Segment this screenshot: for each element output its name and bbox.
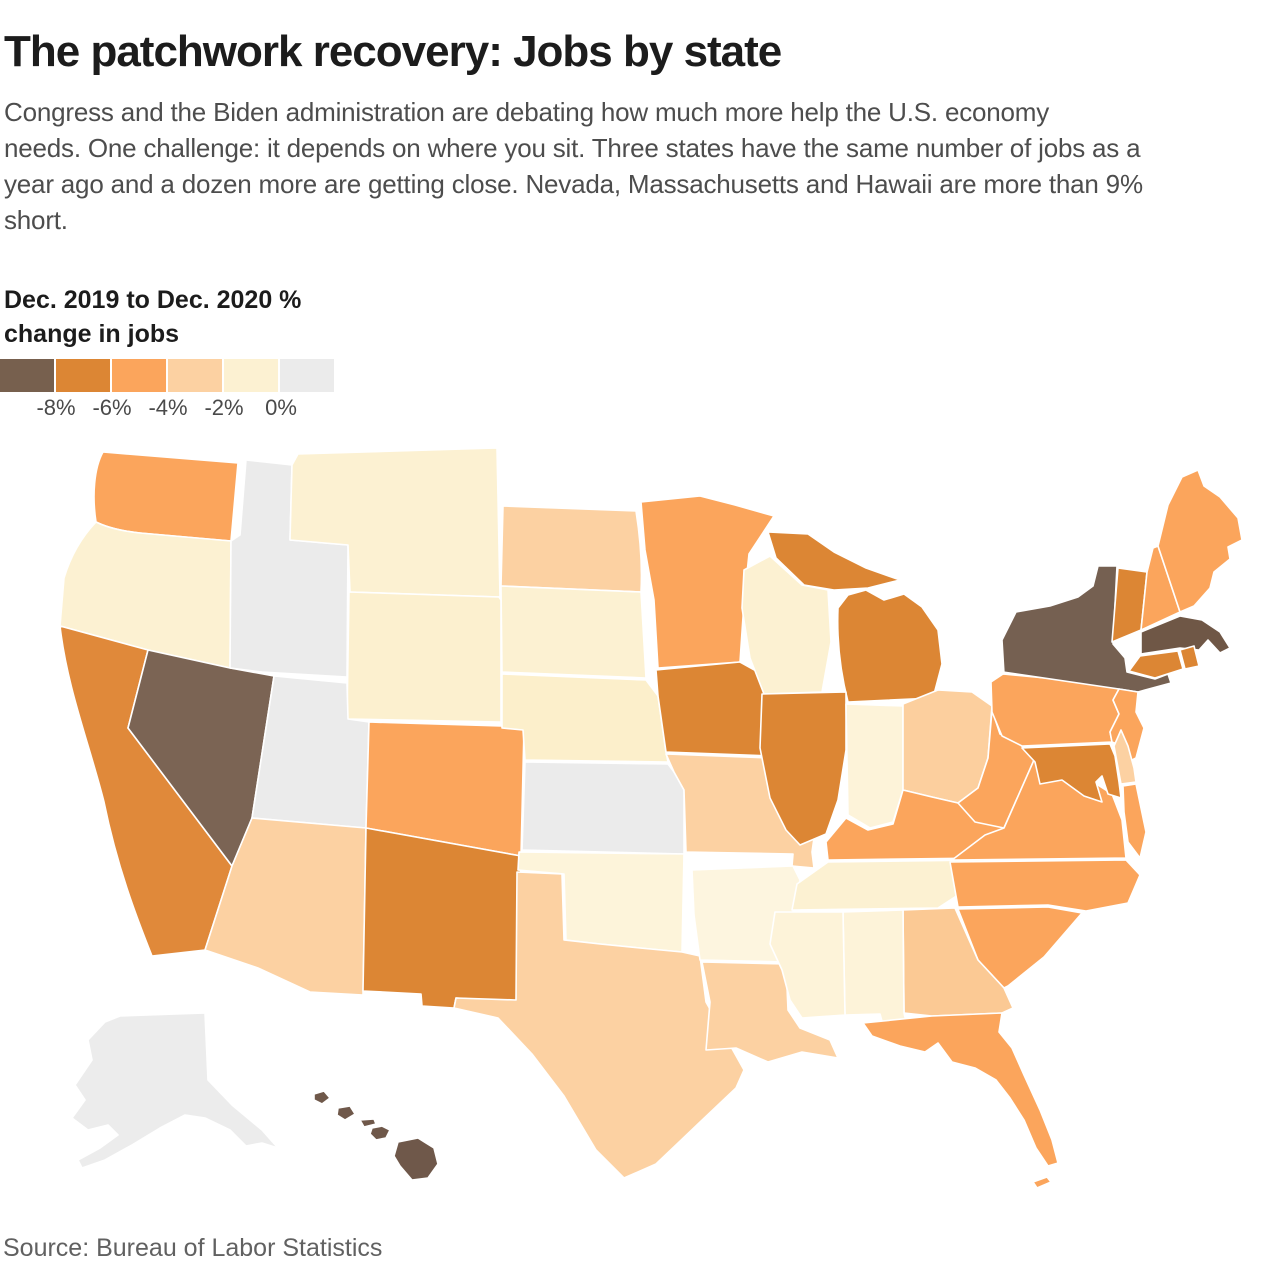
legend-tick: -8% (36, 395, 76, 420)
state-MD (1021, 743, 1122, 803)
state-WY (346, 591, 502, 723)
subtitle-line: needs. One challenge: it depends on wher… (4, 133, 1141, 163)
page-title: The patchwork recovery: Jobs by state (4, 27, 782, 76)
state-RI (1179, 645, 1200, 670)
state-WI (741, 555, 832, 695)
legend-swatch-5 (224, 359, 278, 392)
subtitle-line: short. (4, 205, 68, 235)
state-AL (842, 909, 909, 1037)
subtitle-line: year ago and a dozen more are getting cl… (4, 169, 1143, 199)
header: The patchwork recovery: Jobs by state Co… (4, 26, 1284, 238)
state-NM (362, 827, 522, 1009)
legend-tick: -4% (148, 395, 188, 420)
state-ME (1157, 469, 1243, 613)
states-group (59, 447, 1243, 1189)
state-HI (313, 1090, 439, 1181)
subtitle-line: Congress and the Biden administration ar… (4, 97, 1050, 127)
legend-title-line1: Dec. 2019 to Dec. 2020 % (4, 286, 302, 314)
subtitle: Congress and the Biden administration ar… (4, 94, 1284, 238)
state-AK (71, 1012, 279, 1169)
legend-swatch-6 (280, 359, 334, 392)
legend-tick: 0% (265, 395, 297, 420)
legend-swatch-2 (56, 359, 110, 392)
state-NC (949, 859, 1141, 912)
state-FL (862, 1012, 1059, 1189)
state-IN (845, 703, 904, 829)
state-MA (1140, 615, 1231, 655)
state-MS (769, 911, 846, 1019)
legend-swatch-row (0, 359, 400, 392)
legend-tick: -2% (204, 395, 244, 420)
legend-swatch-1 (0, 359, 54, 392)
source-note: Source: Bureau of Labor Statistics (3, 1234, 383, 1262)
legend-swatch-4 (168, 359, 222, 392)
legend: Dec. 2019 to Dec. 2020 % change in jobs … (0, 283, 400, 421)
legend-swatch-3 (112, 359, 166, 392)
state-NE (501, 673, 669, 763)
state-GA (902, 907, 1014, 1017)
state-OR (59, 521, 232, 669)
legend-ticks: -8% -6% -4% -2% 0% (0, 395, 400, 421)
legend-tick: -6% (92, 395, 132, 420)
state-WA (93, 451, 239, 542)
legend-title-line2: change in jobs (4, 320, 180, 348)
state-MI (767, 531, 943, 703)
state-CT (1128, 650, 1184, 679)
state-TX (453, 871, 745, 1179)
state-KS (521, 761, 685, 855)
state-CO (365, 721, 525, 857)
state-CA (59, 625, 233, 957)
state-SD (500, 585, 647, 679)
state-ND (500, 505, 643, 593)
state-DE (1113, 729, 1137, 785)
state-LA (701, 961, 839, 1063)
